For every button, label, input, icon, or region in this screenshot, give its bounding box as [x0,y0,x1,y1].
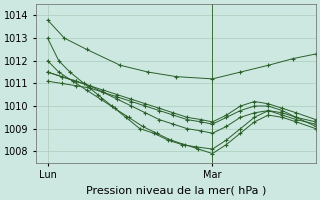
X-axis label: Pression niveau de la mer( hPa ): Pression niveau de la mer( hPa ) [86,186,266,196]
